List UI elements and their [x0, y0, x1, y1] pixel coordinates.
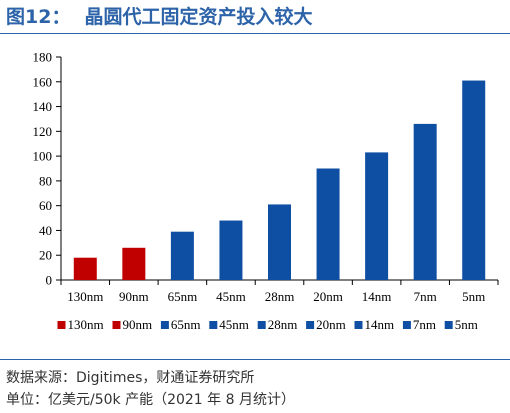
x-tick-label: 28nm [265, 289, 295, 304]
legend-swatch-20nm [306, 321, 315, 329]
legend-swatch-65nm [160, 321, 169, 329]
x-tick-label: 65nm [168, 289, 198, 304]
legend-swatch-28nm [257, 321, 266, 329]
bar-90nm [122, 247, 146, 280]
x-tick-label: 14nm [362, 289, 392, 304]
legend-label: 20nm [316, 317, 346, 332]
legend-label: 90nm [123, 317, 153, 332]
x-tick-label: 90nm [119, 289, 149, 304]
y-tick-label: 160 [33, 74, 53, 89]
x-tick-label: 7nm [414, 289, 437, 304]
y-tick-label: 120 [33, 124, 53, 139]
y-tick-label: 180 [33, 50, 53, 65]
y-tick-label: 0 [46, 273, 53, 288]
legend-swatch-130nm [57, 321, 66, 329]
bar-14nm [365, 152, 389, 280]
y-tick-label: 40 [39, 223, 52, 238]
y-tick-label: 140 [33, 99, 53, 114]
legend-label: 7nm [413, 317, 436, 332]
legend-label: 130nm [68, 317, 104, 332]
legend-swatch-5nm [444, 321, 453, 329]
bar-5nm [462, 80, 486, 281]
figure-title: 图12： 晶圆代工固定资产投入较大 [6, 2, 312, 32]
x-tick-label: 130nm [67, 289, 103, 304]
legend-label: 65nm [171, 317, 201, 332]
y-tick-label: 100 [33, 149, 53, 164]
y-tick-label: 20 [39, 248, 52, 263]
y-tick-label: 60 [39, 198, 52, 213]
bar-28nm [268, 204, 291, 280]
figure-number: 图12： [6, 6, 71, 28]
legend-swatch-45nm [209, 321, 218, 329]
legend-label: 28nm [268, 317, 298, 332]
bar-20nm [316, 168, 340, 280]
legend-label: 5nm [455, 317, 478, 332]
bar-chart: 0 20 40 60 80 100 120 140 160 180 130nm 90nm 65nm 45n… [33, 50, 499, 332]
footer-rule [0, 359, 510, 360]
x-tick-label: 20nm [313, 289, 343, 304]
y-tick-label: 80 [39, 173, 52, 188]
bar-7nm [413, 123, 437, 281]
legend-swatch-7nm [402, 321, 411, 329]
bar-65nm [170, 231, 194, 280]
x-tick-label: 45nm [216, 289, 246, 304]
legend-label: 45nm [219, 317, 249, 332]
legend-label: 14nm [365, 317, 395, 332]
x-tick-label: 5nm [462, 289, 485, 304]
title-rule [0, 33, 510, 34]
unit-note: 单位：亿美元/50k 产能（2021 年 8 月统计） [6, 392, 295, 408]
bar-130nm [73, 257, 97, 280]
legend-swatch-90nm [112, 321, 121, 329]
bar-45nm [219, 220, 243, 280]
source-note: 数据来源：Digitimes，财通证券研究所 [6, 370, 255, 386]
legend-swatch-14nm [354, 321, 363, 329]
figure-title-text: 晶圆代工固定资产投入较大 [84, 6, 313, 28]
